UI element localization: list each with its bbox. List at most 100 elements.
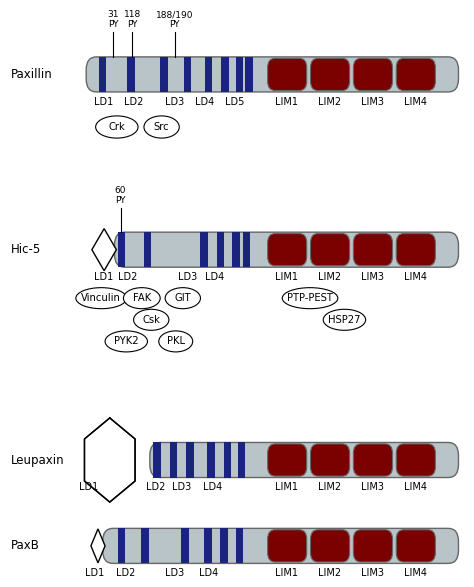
Text: PaxB: PaxB — [11, 539, 40, 552]
Bar — [236, 528, 243, 564]
Text: Csk: Csk — [142, 315, 160, 325]
Text: LIM1: LIM1 — [275, 482, 299, 492]
Text: LIM4: LIM4 — [404, 568, 427, 578]
Bar — [236, 57, 243, 92]
Bar — [118, 528, 125, 564]
Text: Hic-5: Hic-5 — [11, 243, 41, 256]
Bar — [144, 232, 151, 267]
Text: LIM4: LIM4 — [404, 482, 427, 492]
Bar — [221, 57, 229, 92]
Text: HSP27: HSP27 — [328, 315, 361, 325]
FancyBboxPatch shape — [396, 234, 436, 266]
Ellipse shape — [123, 288, 160, 309]
FancyBboxPatch shape — [268, 58, 307, 90]
Text: 118: 118 — [124, 11, 141, 19]
Text: LIM1: LIM1 — [275, 97, 299, 107]
Text: LD5: LD5 — [225, 97, 244, 107]
Ellipse shape — [323, 309, 365, 330]
Text: Paxillin: Paxillin — [11, 68, 53, 81]
Text: LD1: LD1 — [94, 97, 114, 107]
Text: 60: 60 — [115, 185, 127, 195]
Ellipse shape — [159, 331, 193, 352]
Text: Crk: Crk — [109, 122, 125, 132]
Bar — [205, 57, 212, 92]
Bar — [99, 57, 107, 92]
Bar — [141, 528, 149, 564]
FancyBboxPatch shape — [310, 529, 350, 562]
FancyBboxPatch shape — [115, 232, 458, 267]
FancyBboxPatch shape — [354, 58, 392, 90]
Text: Leupaxin: Leupaxin — [11, 454, 64, 467]
FancyBboxPatch shape — [86, 57, 458, 92]
Text: LIM4: LIM4 — [404, 272, 427, 282]
Bar — [224, 443, 231, 478]
Text: Src: Src — [154, 122, 169, 132]
Ellipse shape — [282, 288, 338, 309]
Polygon shape — [84, 418, 135, 502]
Text: LD2: LD2 — [116, 568, 135, 578]
Text: LD3: LD3 — [172, 482, 191, 492]
Text: PY: PY — [127, 21, 137, 29]
Bar — [186, 443, 194, 478]
Text: LD4: LD4 — [203, 482, 222, 492]
Polygon shape — [92, 229, 117, 271]
Bar — [220, 528, 228, 564]
Bar — [127, 57, 135, 92]
Text: LD1: LD1 — [79, 482, 98, 492]
Bar — [217, 232, 224, 267]
Text: PKL: PKL — [167, 336, 185, 346]
Bar — [232, 232, 240, 267]
Ellipse shape — [96, 116, 138, 138]
FancyBboxPatch shape — [354, 234, 392, 266]
Text: LD2: LD2 — [146, 482, 165, 492]
Ellipse shape — [134, 309, 169, 330]
Bar — [182, 528, 189, 564]
Text: GIT: GIT — [174, 293, 191, 303]
Text: PY: PY — [108, 21, 118, 29]
Bar — [153, 443, 161, 478]
FancyBboxPatch shape — [396, 529, 436, 562]
Text: LD3: LD3 — [178, 272, 197, 282]
Text: PYK2: PYK2 — [114, 336, 138, 346]
FancyBboxPatch shape — [396, 444, 436, 476]
Text: 31: 31 — [107, 11, 119, 19]
Text: Vinculin: Vinculin — [82, 293, 121, 303]
Text: LIM2: LIM2 — [318, 97, 341, 107]
Text: LIM3: LIM3 — [361, 568, 384, 578]
FancyBboxPatch shape — [268, 529, 307, 562]
Text: PY: PY — [115, 195, 126, 205]
Text: LD4: LD4 — [205, 272, 224, 282]
Text: LIM3: LIM3 — [361, 97, 384, 107]
Bar — [207, 443, 215, 478]
Text: LIM2: LIM2 — [318, 272, 341, 282]
Text: LIM1: LIM1 — [275, 272, 299, 282]
Text: LIM3: LIM3 — [361, 272, 384, 282]
FancyBboxPatch shape — [354, 529, 392, 562]
Bar — [160, 57, 168, 92]
Text: LIM3: LIM3 — [361, 482, 384, 492]
Text: LD2: LD2 — [124, 97, 143, 107]
Text: LD1: LD1 — [85, 568, 104, 578]
Text: PY: PY — [170, 21, 180, 29]
FancyBboxPatch shape — [354, 444, 392, 476]
Bar — [243, 232, 250, 267]
Text: LD1: LD1 — [94, 272, 114, 282]
Text: LD3: LD3 — [165, 568, 184, 578]
Ellipse shape — [165, 288, 201, 309]
Bar — [118, 232, 125, 267]
Ellipse shape — [76, 288, 127, 309]
Text: LD2: LD2 — [118, 272, 137, 282]
FancyBboxPatch shape — [396, 58, 436, 90]
FancyBboxPatch shape — [310, 444, 350, 476]
Bar — [238, 443, 246, 478]
Text: LIM1: LIM1 — [275, 568, 299, 578]
Text: LIM2: LIM2 — [318, 482, 341, 492]
Text: 188/190: 188/190 — [156, 11, 193, 19]
Polygon shape — [91, 529, 105, 563]
FancyBboxPatch shape — [150, 443, 458, 478]
FancyBboxPatch shape — [268, 444, 307, 476]
Bar — [245, 57, 253, 92]
Text: FAK: FAK — [133, 293, 151, 303]
Bar — [200, 232, 208, 267]
Ellipse shape — [105, 331, 147, 352]
